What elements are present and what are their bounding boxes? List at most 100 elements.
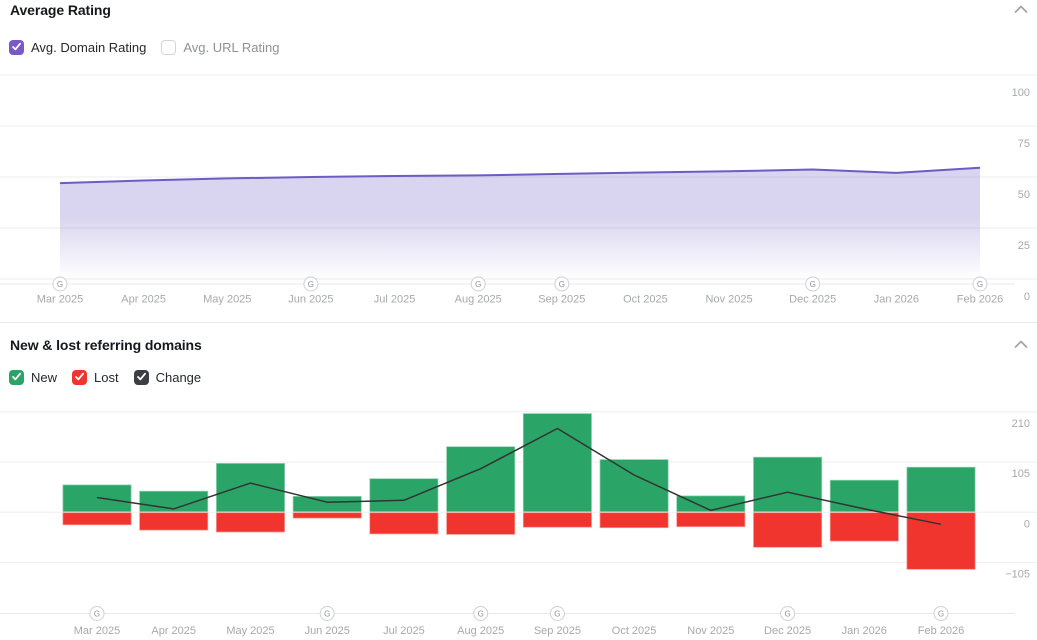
bar-lost[interactable]: [522, 511, 593, 529]
bar-new[interactable]: [829, 479, 900, 514]
chevron-up-icon: [1014, 1, 1028, 19]
change-checkbox[interactable]: [133, 369, 149, 387]
y-axis-label: 25: [1018, 240, 1030, 252]
checkmark-icon: [11, 369, 22, 387]
bar-lost[interactable]: [752, 511, 823, 549]
x-axis-label: Aug 2025: [457, 625, 504, 637]
bar-lost[interactable]: [61, 511, 133, 526]
y-axis-label: 0: [1024, 518, 1030, 530]
google-update-marker[interactable]: G: [470, 276, 486, 292]
legend-item-avg-url-rating[interactable]: Avg. URL Rating: [161, 40, 279, 55]
bar-lost[interactable]: [829, 511, 900, 543]
average-rating-title: Average Rating: [10, 2, 111, 18]
svg-text:G: G: [810, 280, 816, 289]
legend-item-lost[interactable]: Lost: [72, 370, 119, 385]
x-axis-label: Nov 2025: [706, 294, 753, 306]
x-axis-label: Feb 2026: [957, 294, 1003, 306]
legend-label[interactable]: Avg. Domain Rating: [31, 40, 147, 55]
bar-new[interactable]: [291, 495, 363, 514]
x-axis-label: Sep 2025: [538, 294, 585, 306]
bar-lost[interactable]: [598, 511, 670, 529]
avg-domain-rating-area: [60, 167, 980, 284]
x-axis-label: Sep 2025: [534, 625, 581, 637]
average-rating-collapse-button[interactable]: [1012, 3, 1030, 17]
x-axis-label: Mar 2025: [74, 625, 120, 637]
change-line: [96, 427, 942, 526]
bar-lost[interactable]: [291, 511, 363, 520]
bar-lost[interactable]: [215, 511, 286, 534]
legend-label[interactable]: Avg. URL Rating: [183, 40, 280, 55]
google-update-marker[interactable]: G: [972, 276, 988, 292]
svg-text:G: G: [475, 280, 481, 289]
google-update-marker[interactable]: G: [780, 606, 796, 621]
x-axis-label: Jul 2025: [383, 625, 425, 637]
average-rating-legend: Avg. Domain Rating Avg. URL Rating: [9, 40, 279, 55]
y-axis-label: 0: [1024, 291, 1030, 303]
x-axis-label: May 2025: [226, 625, 274, 637]
x-axis-label: Jun 2025: [305, 625, 350, 637]
x-axis-label: Dec 2025: [789, 294, 836, 306]
google-update-marker[interactable]: G: [52, 276, 68, 292]
bar-lost[interactable]: [368, 511, 440, 536]
svg-text:G: G: [559, 280, 565, 289]
legend-item-change[interactable]: Change: [133, 369, 202, 387]
svg-text:G: G: [478, 610, 484, 619]
lost-checkbox[interactable]: [72, 370, 88, 385]
x-axis-label: Apr 2025: [121, 294, 166, 306]
google-update-marker[interactable]: G: [89, 606, 105, 621]
chevron-up-icon: [1014, 336, 1028, 354]
google-update-marker[interactable]: G: [473, 606, 489, 621]
x-axis-label: Jan 2026: [842, 625, 887, 637]
svg-text:G: G: [938, 610, 944, 619]
avg-domain-rating-line: [59, 166, 981, 185]
google-update-marker[interactable]: G: [319, 606, 335, 621]
y-axis-label: 105: [1012, 468, 1030, 480]
google-update-marker[interactable]: G: [805, 276, 821, 292]
x-axis-label: Jun 2025: [288, 294, 333, 306]
legend-label[interactable]: New: [31, 370, 58, 385]
new-checkbox[interactable]: [9, 370, 24, 385]
google-update-marker[interactable]: G: [554, 276, 570, 292]
svg-text:G: G: [977, 280, 983, 289]
svg-text:G: G: [94, 610, 100, 619]
x-axis-label: Nov 2025: [687, 625, 734, 637]
bar-new[interactable]: [215, 462, 286, 514]
bar-new[interactable]: [522, 412, 593, 514]
bar-new[interactable]: [61, 483, 133, 514]
svg-text:G: G: [324, 610, 330, 619]
bar-lost[interactable]: [905, 511, 977, 571]
legend-item-avg-domain-rating[interactable]: Avg. Domain Rating: [9, 40, 146, 55]
new-lost-collapse-button[interactable]: [1012, 338, 1030, 352]
google-update-marker[interactable]: G: [933, 606, 949, 621]
svg-text:G: G: [57, 280, 63, 289]
legend-label[interactable]: Lost: [94, 370, 119, 385]
new-lost-referring-domains-title: New & lost referring domains: [10, 337, 202, 353]
x-axis-label: Oct 2025: [612, 625, 657, 637]
x-axis-label: Dec 2025: [764, 625, 811, 637]
bar-new[interactable]: [368, 477, 440, 514]
checkmark-icon: [11, 39, 22, 57]
x-axis-label: Feb 2026: [918, 625, 964, 637]
y-axis-label: 50: [1018, 189, 1030, 201]
new-lost-legend: New Lost Change: [9, 370, 201, 385]
svg-text:G: G: [308, 280, 314, 289]
bar-lost[interactable]: [445, 511, 516, 536]
checkmark-icon: [136, 369, 147, 387]
avg-domain-rating-checkbox[interactable]: [9, 40, 24, 55]
section-divider: [0, 322, 1037, 323]
bar-lost[interactable]: [675, 511, 747, 528]
bar-lost[interactable]: [138, 511, 209, 532]
y-axis-label: 100: [1012, 87, 1030, 99]
google-update-marker[interactable]: G: [549, 606, 565, 621]
bar-new[interactable]: [752, 456, 823, 514]
bar-new[interactable]: [905, 466, 977, 514]
avg-url-rating-checkbox[interactable]: [161, 40, 177, 55]
legend-label[interactable]: Change: [155, 370, 202, 385]
google-update-marker[interactable]: G: [303, 276, 319, 292]
legend-item-new[interactable]: New: [9, 370, 57, 385]
average-rating-chart[interactable]: 100 75 50 25 0 G Mar 2025 Apr 2025 May 2025 G Ju…: [0, 60, 1037, 310]
x-axis-label: Apr 2025: [151, 625, 196, 637]
x-axis-label: Jul 2025: [374, 294, 416, 306]
